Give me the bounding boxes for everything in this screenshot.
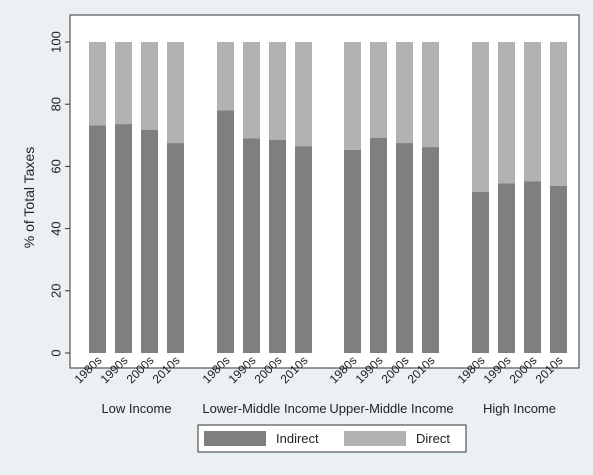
bar-indirect <box>498 183 515 353</box>
group-label: Low Income <box>101 401 171 416</box>
group-label: Upper-Middle Income <box>329 401 453 416</box>
bar-indirect <box>524 181 541 353</box>
bar-direct <box>370 42 387 138</box>
y-tick-label: 0 <box>49 349 64 356</box>
y-tick-label: 100 <box>49 31 64 53</box>
bar-direct <box>498 42 515 184</box>
bar-direct <box>524 42 541 182</box>
bar-direct <box>472 42 489 192</box>
y-tick-label: 40 <box>49 221 64 235</box>
bar-indirect <box>269 139 286 353</box>
bar-direct <box>167 42 184 144</box>
bar-direct <box>141 42 158 130</box>
y-tick-label: 80 <box>49 97 64 111</box>
bar-direct <box>243 42 260 139</box>
bar-direct <box>269 42 286 140</box>
group-label: Lower-Middle Income <box>202 401 326 416</box>
bar-indirect <box>217 110 234 353</box>
bar-indirect <box>370 137 387 353</box>
bar-direct <box>344 42 361 150</box>
y-tick-label: 60 <box>49 159 64 173</box>
y-axis-title: % of Total Taxes <box>21 147 37 248</box>
legend-swatch-indirect <box>204 431 266 446</box>
bar-indirect <box>115 124 132 353</box>
group-label: High Income <box>483 401 556 416</box>
bar-indirect <box>89 125 106 354</box>
bar-direct <box>550 42 567 186</box>
bar-indirect <box>141 129 158 353</box>
bar-indirect <box>243 138 260 353</box>
bar-direct <box>115 42 132 125</box>
legend-label-indirect: Indirect <box>276 431 319 446</box>
legend-swatch-direct <box>344 431 406 446</box>
bar-direct <box>89 42 106 126</box>
bar-direct <box>217 42 234 111</box>
bar-direct <box>396 42 413 144</box>
bar-indirect <box>344 149 361 353</box>
y-tick-label: 20 <box>49 284 64 298</box>
bar-indirect <box>472 191 489 353</box>
bar-direct <box>422 42 439 148</box>
bar-indirect <box>295 146 312 353</box>
bar-indirect <box>550 185 567 353</box>
legend-label-direct: Direct <box>416 431 450 446</box>
bar-indirect <box>396 143 413 353</box>
bar-indirect <box>167 143 184 353</box>
bar-direct <box>295 42 312 147</box>
bar-indirect <box>422 147 439 353</box>
